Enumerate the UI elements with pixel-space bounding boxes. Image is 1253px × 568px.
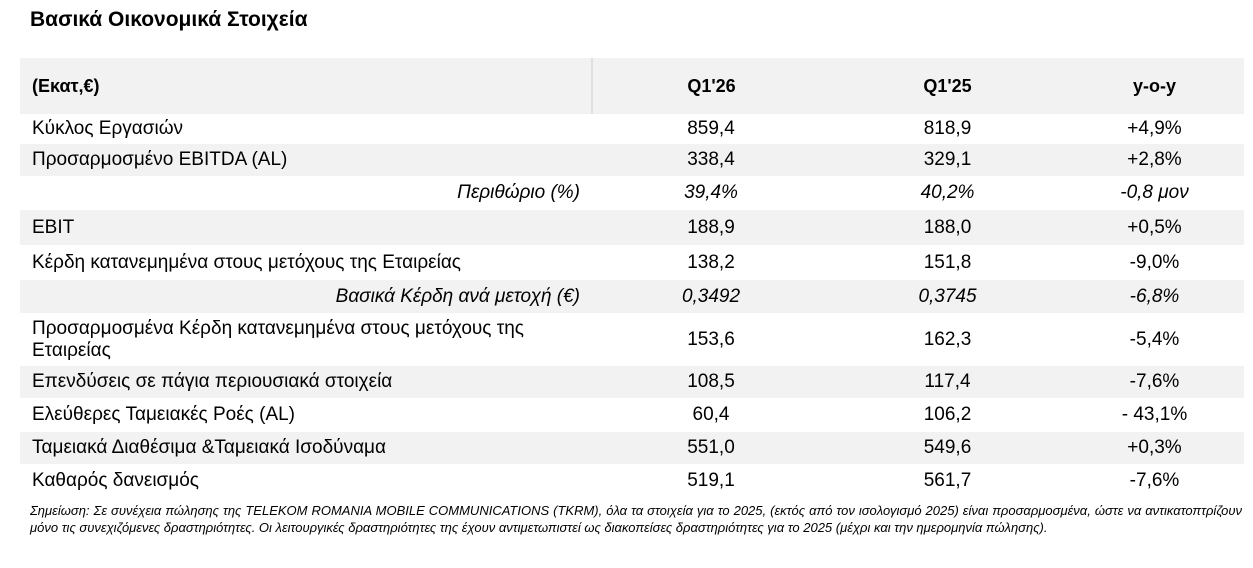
cell: -0,8 μον (1120, 182, 1189, 203)
row-label: EBIT (20, 210, 592, 245)
cell: 106,2 (923, 404, 972, 425)
cell: 60,4 (692, 404, 730, 425)
column-header: Q1'25 (830, 58, 1065, 114)
cell: 138,2 (687, 251, 735, 273)
cell: - 43,1% (1121, 404, 1188, 425)
table-row: Καθαρός δανεισμός 519,1 561,7 -7,6% (20, 464, 1244, 498)
cell: 338,4 (592, 144, 830, 176)
note: Σημείωση: Σε συνέχεια πώλησης της TELEKO… (30, 503, 1242, 535)
cell: +0,3% (1065, 432, 1244, 464)
title: Βασικά Οικονομικά Στοιχεία (30, 8, 308, 31)
cell: 561,7 (923, 470, 972, 491)
cell: 40,2% (920, 182, 975, 203)
cell: 188,9 (592, 210, 830, 245)
row-label: Προσαρμοσμένο EBITDA (AL) (20, 144, 592, 176)
row-label: Επενδύσεις σε πάγια περιουσιακά στοιχεία (20, 366, 592, 398)
cell: +0,5% (1065, 210, 1244, 245)
cell: 108,5 (592, 366, 830, 398)
table-row: Προσαρμοσμένα Κέρδη κατανεμημένα στους μ… (20, 313, 1244, 366)
table-row: Κύκλος Εργασιών 859,4 818,9 +4,9% (20, 114, 1244, 144)
cell: 151,8 (923, 251, 972, 273)
row-label: Ελεύθερες Ταμειακές Ροές (AL) (32, 404, 296, 425)
cell: 549,6 (830, 432, 1065, 464)
row-label: Καθαρός δανεισμός (32, 470, 199, 491)
cell: 859,4 (687, 118, 735, 139)
table-row: Ταμειακά Διαθέσιμα &Ταμειακά Ισοδύναμα 55… (20, 432, 1244, 464)
cell: 39,4% (684, 182, 738, 203)
cell: 329,1 (830, 144, 1065, 176)
cell: -7,6% (1065, 366, 1244, 398)
row-label: Προσαρμοσμένα Κέρδη κατανεμημένα στους μ… (32, 317, 524, 361)
cell: +2,8% (1065, 144, 1244, 176)
table-body: Κύκλος Εργασιών 859,4 818,9 +4,9% Προσαρμοσμ… (20, 114, 1244, 498)
table-row: Περιθώριο (%) 39,4% 40,2% -0,8 μον (20, 176, 1244, 210)
cell: 818,9 (923, 118, 972, 139)
column-header: (Εκατ,€) (20, 58, 593, 114)
cell: 153,6 (687, 328, 735, 350)
cell: 0,3492 (592, 280, 830, 313)
cell: 188,0 (830, 210, 1065, 245)
cell: 519,1 (687, 470, 735, 491)
table-row: Κέρδη κατανεμημένα στους μετόχους της Ετ… (20, 245, 1244, 280)
table-row: Επενδύσεις σε πάγια περιουσιακά στοιχεία… (20, 366, 1244, 398)
cell: 0,3745 (830, 280, 1065, 313)
table-row: Βασικά Κέρδη ανά μετοχή (€) 0,3492 0,3745-… (20, 280, 1244, 313)
column-header: Q1'26 (592, 58, 830, 114)
cell: -7,6% (1129, 470, 1180, 491)
cell: -6,8% (1065, 280, 1244, 313)
table-row: Προσαρμοσμένο EBITDA (AL) 338,4 329,1 +2,8% (20, 144, 1244, 176)
header-row: (Εκατ,€) Q1'26 Q1'25 y-o-y (20, 58, 1244, 114)
cell: 117,4 (830, 366, 1065, 398)
row-label: Περιθώριο (%) (457, 182, 580, 203)
row-label: Ταμειακά Διαθέσιμα &Ταμειακά Ισοδύναμα (20, 432, 592, 464)
row-label: Κέρδη κατανεμημένα στους μετόχους της Ετ… (32, 251, 461, 273)
table-row: Ελεύθερες Ταμειακές Ροές (AL) 60,4 106,2 - … (20, 398, 1244, 432)
table-row: EBIT 188,9 188,0 +0,5% (20, 210, 1244, 245)
cell: 162,3 (923, 328, 972, 350)
row-label: Βασικά Κέρδη ανά μετοχή (€) (20, 280, 592, 313)
cell: -9,0% (1129, 251, 1180, 273)
cell: -5,4% (1129, 328, 1180, 350)
column-header: y-o-y (1065, 58, 1244, 114)
row-label: Κύκλος Εργασιών (32, 118, 184, 139)
cell: 551,0 (592, 432, 830, 464)
table: (Εκατ,€) Q1'26 Q1'25 y-o-y Κύκλος Εργασιών 8… (20, 58, 1244, 498)
cell: +4,9% (1127, 118, 1182, 139)
